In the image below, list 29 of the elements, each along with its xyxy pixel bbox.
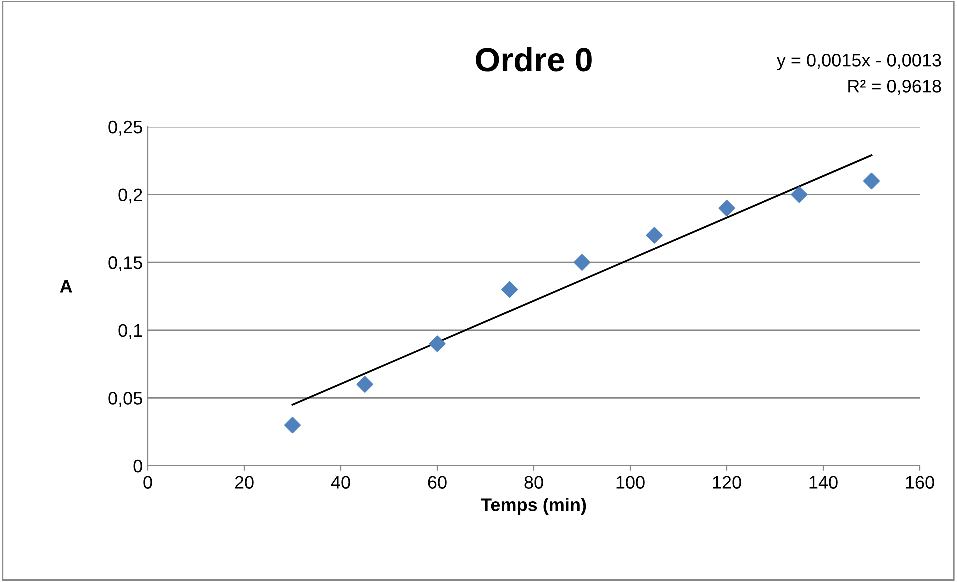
- point: [791, 186, 808, 204]
- x-tick-label: 40: [331, 476, 350, 489]
- y-tick-label: 0,25: [108, 120, 142, 136]
- point: [284, 417, 302, 434]
- point: [429, 336, 446, 352]
- x-axis-title: Temps (min): [481, 498, 586, 515]
- point: [356, 376, 374, 393]
- text: y = 0,0015x - 0,0013: [776, 54, 942, 70]
- x-tick-label: 100: [616, 476, 645, 489]
- point: [718, 200, 736, 217]
- x-tick-label: 120: [713, 476, 742, 489]
- point: [646, 227, 663, 244]
- point: [863, 172, 880, 190]
- x-tick-label: 20: [235, 476, 254, 489]
- x-tick-label: 140: [810, 476, 838, 489]
- x-tick-label: 0: [144, 476, 152, 489]
- point: [502, 281, 518, 298]
- y-tick-label: 0: [134, 460, 142, 473]
- x-tick-label: 60: [428, 476, 447, 489]
- y-tick-label: 0,1: [118, 324, 142, 340]
- text: R² = 0,9618: [848, 80, 942, 95]
- x-tick-label: 160: [906, 476, 934, 489]
- x-tick-label: 80: [524, 476, 544, 489]
- point: [574, 254, 591, 271]
- y-tick-label: 0,15: [108, 256, 142, 272]
- y-tick-label: 0,2: [118, 188, 142, 204]
- y-tick-label: 0,05: [108, 392, 142, 408]
- y-axis-title: A: [60, 280, 72, 293]
- chart-title: Ordre 0: [476, 47, 592, 72]
